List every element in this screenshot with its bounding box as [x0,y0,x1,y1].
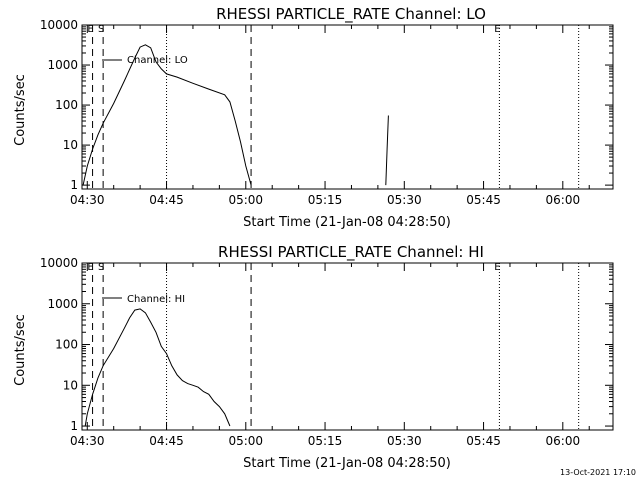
y-tick-label: 1 [70,178,78,192]
legend: Channel: LO [102,55,188,66]
time-marker-label: E [87,262,93,273]
y-tick-label: 10 [63,138,78,152]
y-axis-label: Counts/sec [13,74,28,146]
x-tick-label: 06:00 [546,193,581,207]
y-tick-label: 10000 [40,256,78,270]
x-tick-label: 05:00 [228,434,263,448]
x-tick-label: 05:45 [466,193,501,207]
y-tick-label: 10 [63,378,78,392]
y-tick-label: 10000 [40,18,78,32]
x-axis-label: Start Time (21-Jan-08 04:28:50) [243,215,451,230]
x-tick-label: 05:15 [308,434,343,448]
series-line [385,115,389,186]
y-tick-label: 1000 [47,297,78,311]
x-tick-label: 04:45 [149,434,184,448]
legend-label: Channel: HI [127,294,185,305]
plot-frame [81,24,614,190]
y-tick-label: 1 [70,419,78,433]
series-line [84,308,231,427]
chart-title: RHESSI PARTICLE_RATE Channel: LO [216,5,486,24]
x-tick-label: 05:45 [466,434,501,448]
time-marker-label: S [98,24,104,35]
chart-panel-hi: RHESSI PARTICLE_RATE Channel: HI Counts/… [13,243,614,471]
series-line [82,44,252,186]
chart-panel-lo: RHESSI PARTICLE_RATE Channel: LO Counts/… [13,5,614,230]
axis-ticks: 04:30 04:45 05:00 05:15 05:30 05:45 06:00 1 10 10… [40,256,613,448]
x-tick-label: 04:30 [70,434,105,448]
y-tick-label: 1000 [47,58,78,72]
x-axis-label: Start Time (21-Jan-08 04:28:50) [243,456,451,471]
y-axis-label: Counts/sec [13,314,28,386]
x-tick-label: 05:30 [387,434,422,448]
x-tick-label: 04:45 [149,193,184,207]
series-group [84,308,231,427]
legend-label: Channel: LO [127,55,188,66]
x-tick-label: 05:00 [228,193,263,207]
time-marker-label: E [494,24,500,35]
y-tick-label: 100 [55,338,78,352]
timestamp-stamp: 13-Oct-2021 17:10 [560,468,636,477]
time-marker-label: E [494,262,500,273]
x-tick-label: 06:00 [546,434,581,448]
time-marker-label: E [87,24,93,35]
time-marker-label: S [98,262,104,273]
x-tick-label: 05:30 [387,193,422,207]
axis-ticks: 04:30 04:45 05:00 05:15 05:30 05:45 06:00 1 10 10… [40,18,613,207]
chart-title: RHESSI PARTICLE_RATE Channel: HI [218,243,484,262]
legend: Channel: HI [102,294,185,305]
y-tick-label: 100 [55,98,78,112]
x-tick-label: 04:30 [70,193,105,207]
x-tick-label: 05:15 [308,193,343,207]
series-group [82,44,389,186]
